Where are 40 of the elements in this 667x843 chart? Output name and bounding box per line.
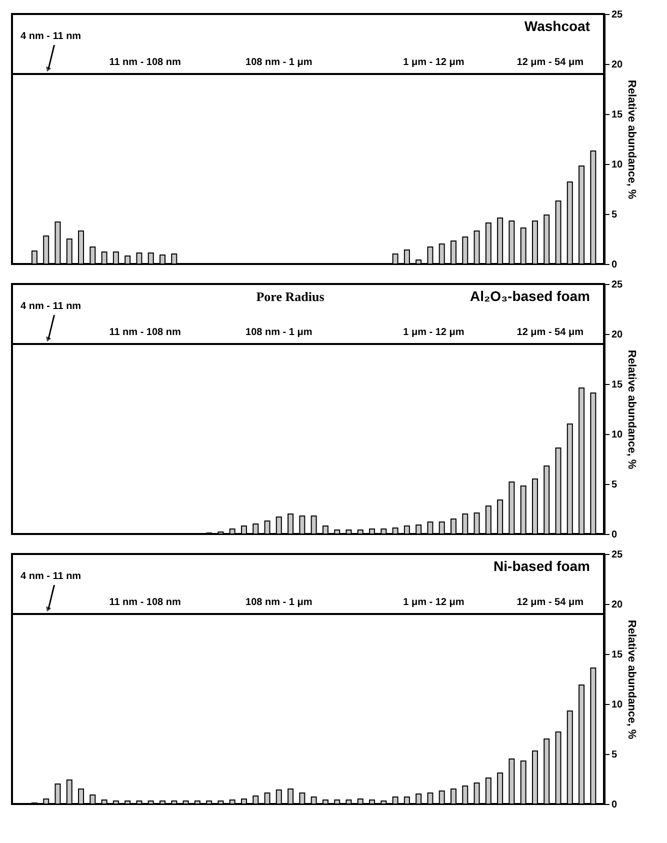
y-tick-label: 0 xyxy=(612,530,618,540)
annotation: 12 μm - 54 μm xyxy=(516,597,584,608)
y-tick-label: 5 xyxy=(612,480,618,490)
y-axis-title: Relative abundance, % xyxy=(626,620,638,740)
annotation: 108 nm - 1 μm xyxy=(246,327,312,338)
y-tick-label: 20 xyxy=(612,600,624,610)
y-tick-label: 10 xyxy=(612,700,624,710)
annotation: 4 nm - 11 nm xyxy=(20,571,82,582)
annotation: 108 nm - 1 μm xyxy=(246,57,312,68)
y-tick-label: 20 xyxy=(612,60,624,70)
y-tick-label: 25 xyxy=(612,280,624,290)
annotation: 12 μm - 54 μm xyxy=(516,327,584,338)
chart-title: Ni-based foam xyxy=(494,558,590,574)
chart-title: Washcoat xyxy=(524,18,590,34)
annotation: 1 μm - 12 μm xyxy=(403,327,464,338)
y-axis-title: Relative abundance, % xyxy=(626,80,638,200)
annotation: 4 nm - 11 nm xyxy=(20,301,82,312)
y-tick-label: 15 xyxy=(612,110,624,120)
y-tick-label: 10 xyxy=(612,430,624,440)
y-tick-label: 5 xyxy=(612,210,618,220)
annotation: 4 nm - 11 nm xyxy=(20,31,82,42)
annotation: 1 μm - 12 μm xyxy=(403,57,464,68)
chart-title: Al₂O₃-based foam xyxy=(470,288,590,304)
y-tick-label: 0 xyxy=(612,800,618,810)
annotation: 12 μm - 54 μm xyxy=(516,57,584,68)
annotation: 1 μm - 12 μm xyxy=(403,597,464,608)
annotation: 108 nm - 1 μm xyxy=(246,597,312,608)
y-tick-label: 5 xyxy=(612,750,618,760)
y-tick-label: 20 xyxy=(612,330,624,340)
y-axis-title: Relative abundance, % xyxy=(626,350,638,470)
annotation: 11 nm - 108 nm xyxy=(109,57,181,68)
x-axis-title: Pore Radius xyxy=(256,289,324,304)
y-tick-label: 0 xyxy=(612,260,618,270)
y-tick-label: 10 xyxy=(612,160,624,170)
y-tick-label: 15 xyxy=(612,650,624,660)
y-tick-label: 15 xyxy=(612,380,624,390)
annotation: 11 nm - 108 nm xyxy=(109,597,181,608)
annotation: 11 nm - 108 nm xyxy=(109,327,181,338)
y-tick-label: 25 xyxy=(612,10,624,20)
y-tick-label: 25 xyxy=(612,550,624,560)
